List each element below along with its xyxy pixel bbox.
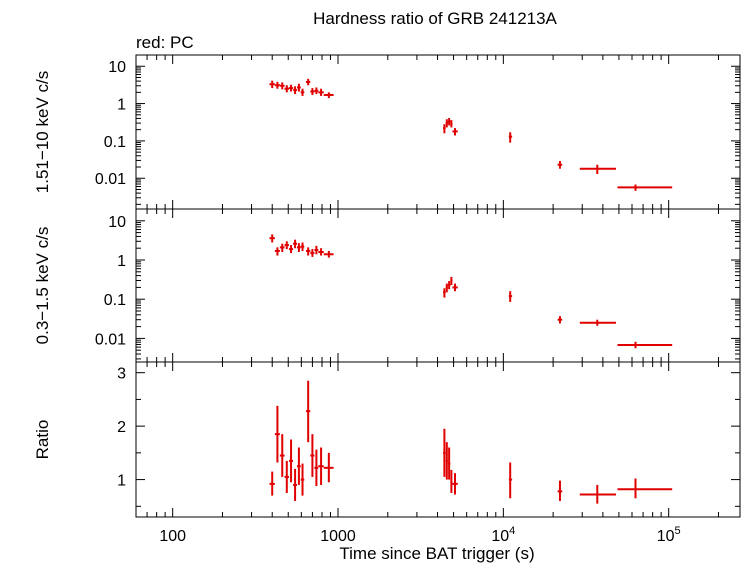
panel-2: 10 1 0.1 0.01 0.3−1.5 keV c/s bbox=[33, 208, 741, 363]
data-point bbox=[269, 234, 275, 243]
data-point bbox=[323, 452, 334, 483]
data-point bbox=[450, 276, 453, 286]
data-point bbox=[445, 119, 448, 128]
data-point bbox=[288, 439, 294, 483]
panel-1: 10 1 0.1 0.01 1.51−10 keV c/s bbox=[33, 54, 741, 210]
data-point bbox=[318, 88, 324, 96]
data-point bbox=[293, 468, 298, 501]
data-point bbox=[443, 428, 446, 477]
x-tick-label: 105 bbox=[657, 525, 681, 545]
y-tick-label: 2 bbox=[117, 419, 126, 436]
data-point bbox=[293, 239, 298, 249]
data-point bbox=[284, 241, 289, 250]
x-tick-label: 104 bbox=[491, 525, 515, 545]
data-point bbox=[279, 243, 285, 252]
data-point bbox=[305, 247, 311, 256]
data-point bbox=[274, 247, 280, 256]
data-point bbox=[274, 405, 280, 463]
data-point bbox=[318, 447, 324, 485]
data-point bbox=[293, 86, 298, 95]
data-point bbox=[284, 85, 289, 93]
data-point bbox=[314, 449, 319, 486]
data-point bbox=[269, 471, 275, 496]
y-tick-label: 0.01 bbox=[95, 171, 126, 188]
data-point bbox=[579, 164, 616, 174]
x-tick-label: 1000 bbox=[320, 528, 356, 545]
data-point bbox=[447, 118, 451, 126]
panel-3: 3 2 1 Ratio bbox=[33, 361, 741, 518]
data-point bbox=[450, 120, 453, 128]
y-tick-label: 10 bbox=[108, 214, 126, 231]
data-point bbox=[310, 434, 315, 477]
y-tick-label: 1 bbox=[117, 473, 126, 490]
data-point bbox=[269, 80, 275, 89]
data-point bbox=[579, 484, 616, 504]
data-point bbox=[318, 248, 324, 256]
data-point bbox=[310, 88, 315, 95]
y-axis-label: 1.51−10 keV c/s bbox=[33, 71, 52, 193]
data-point bbox=[508, 462, 513, 499]
data-point bbox=[443, 124, 446, 134]
data-point bbox=[297, 447, 301, 485]
y-axis-label: Ratio bbox=[33, 420, 52, 460]
data-point bbox=[284, 460, 289, 493]
data-point bbox=[617, 341, 673, 349]
y-tick-label: 10 bbox=[108, 59, 126, 76]
data-point bbox=[310, 249, 315, 257]
data-point bbox=[557, 160, 563, 169]
data-point bbox=[288, 84, 294, 92]
data-point bbox=[508, 291, 513, 302]
y-tick-label: 3 bbox=[117, 366, 126, 383]
data-point bbox=[557, 480, 563, 501]
data-point bbox=[279, 82, 285, 90]
panel-frame bbox=[135, 54, 741, 210]
data-point bbox=[314, 245, 319, 255]
data-point bbox=[274, 81, 280, 89]
data-point bbox=[279, 434, 285, 477]
data-point bbox=[305, 380, 311, 443]
data-point bbox=[579, 319, 616, 326]
data-point bbox=[617, 478, 673, 499]
data-point bbox=[443, 288, 446, 298]
data-point bbox=[447, 281, 451, 290]
data-point bbox=[445, 442, 448, 480]
data-point bbox=[323, 92, 334, 99]
y-tick-label: 1 bbox=[117, 253, 126, 270]
y-tick-label: 0.1 bbox=[104, 134, 126, 151]
data-point bbox=[452, 473, 458, 495]
x-tick-label: 100 bbox=[159, 528, 186, 545]
data-point bbox=[447, 447, 451, 480]
data-point bbox=[300, 463, 305, 496]
data-point bbox=[323, 250, 334, 258]
panel-frame bbox=[135, 361, 741, 518]
y-tick-label: 1 bbox=[117, 97, 126, 114]
x-axis-label: Time since BAT trigger (s) bbox=[339, 544, 534, 563]
data-point bbox=[557, 316, 563, 324]
data-point bbox=[297, 243, 301, 252]
y-tick-label: 0.01 bbox=[95, 331, 126, 348]
data-point bbox=[314, 87, 319, 95]
data-point bbox=[300, 88, 305, 96]
chart-subtitle: red: PC bbox=[136, 33, 194, 52]
chart-title: Hardness ratio of GRB 241213A bbox=[313, 9, 557, 28]
data-point bbox=[452, 128, 458, 136]
data-point bbox=[300, 242, 305, 251]
y-axis-label: 0.3−1.5 keV c/s bbox=[33, 227, 52, 345]
data-point bbox=[450, 469, 453, 493]
data-point bbox=[445, 283, 448, 293]
data-point bbox=[617, 184, 673, 191]
data-point bbox=[452, 283, 458, 292]
y-tick-label: 0.1 bbox=[104, 292, 126, 309]
data-point bbox=[305, 78, 311, 86]
data-point bbox=[508, 132, 513, 143]
panel-frame bbox=[135, 208, 741, 363]
data-point bbox=[297, 83, 301, 92]
data-point bbox=[288, 245, 294, 254]
